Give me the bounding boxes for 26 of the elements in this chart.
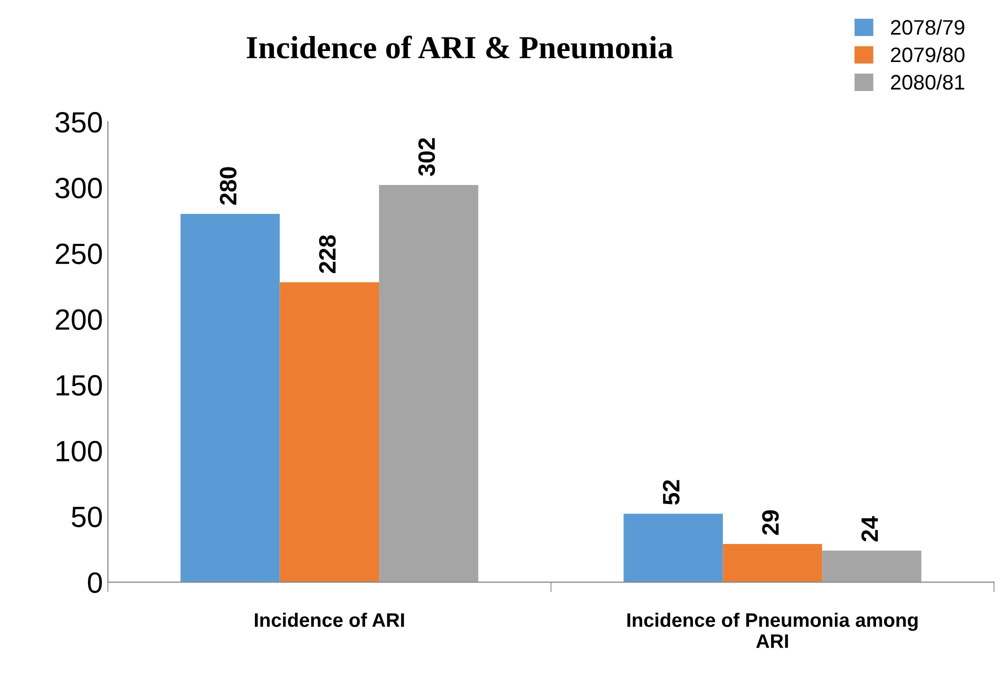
bar: [624, 514, 723, 582]
y-tick-label: 250: [56, 244, 102, 264]
y-tick-label: 150: [56, 375, 102, 396]
legend-label: 2079/80: [891, 46, 964, 62]
legend-label: 2078/79: [891, 19, 964, 35]
data-label: 302: [418, 138, 436, 176]
data-label: 52: [662, 480, 680, 505]
y-tick-label: 350: [55, 112, 102, 133]
bar: [822, 550, 922, 582]
chart-title: Incidence of ARI & Pneumonia: [246, 36, 673, 59]
bar: [180, 214, 280, 582]
data-label: 228: [319, 235, 336, 274]
x-tick-label: Incidence of Pneumonia among ARI: [627, 612, 918, 648]
legend-label: 2080/81: [891, 74, 964, 90]
data-label: 24: [861, 516, 878, 542]
data-label: 280: [220, 167, 237, 205]
y-tick-label: 100: [56, 440, 102, 462]
y-tick-label: 300: [55, 178, 102, 198]
y-tick-label: 200: [56, 309, 102, 330]
x-tick-label: Incidence of ARI: [254, 612, 404, 627]
data-label: 29: [762, 510, 779, 535]
y-tick-label: 50: [72, 506, 102, 528]
y-tick-label: 0: [88, 572, 102, 593]
bar: [280, 282, 380, 582]
bar: [722, 544, 822, 582]
bar: [379, 184, 478, 582]
